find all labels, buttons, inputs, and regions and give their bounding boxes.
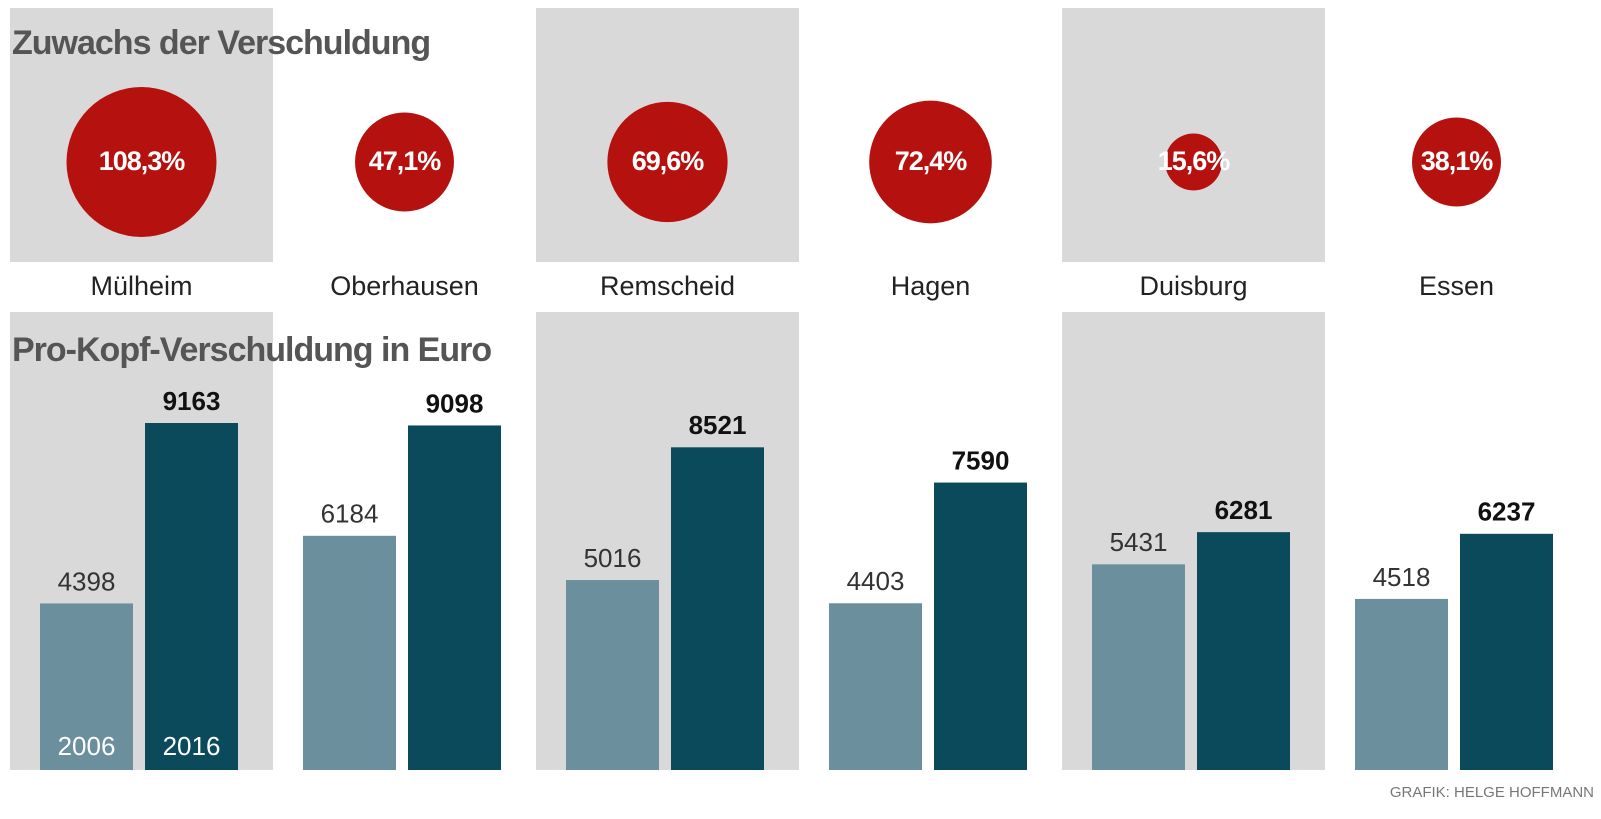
bar [934, 482, 1027, 770]
bar [566, 580, 659, 770]
bubble-label: 72,4% [895, 146, 968, 176]
category-label: Hagen [891, 271, 971, 301]
bubble-label: 69,6% [632, 146, 705, 176]
value-label: 6237 [1478, 497, 1536, 527]
value-label: 7590 [952, 445, 1010, 475]
category-label: Remscheid [600, 271, 735, 301]
bar [1460, 533, 1553, 770]
bubble [1412, 117, 1501, 207]
bubble [869, 100, 992, 224]
bar [408, 425, 501, 770]
bar [1355, 598, 1448, 770]
category-label: Mülheim [90, 271, 192, 301]
bubble [355, 112, 454, 212]
bubble-label: 108,3% [99, 146, 186, 176]
value-label: 8521 [689, 410, 747, 440]
chart-title: Zuwachs der Verschuldung [12, 24, 430, 62]
legend-label: 2006 [58, 731, 116, 761]
bar [1197, 532, 1290, 770]
bubble-label: 47,1% [369, 146, 442, 176]
bar [303, 535, 396, 770]
value-label: 4398 [58, 566, 116, 596]
bubble-label: 15,6% [1158, 146, 1231, 176]
chart-title: Pro-Kopf-Verschuldung in Euro [12, 331, 491, 369]
legend-label: 2016 [163, 731, 221, 761]
value-label: 5016 [584, 543, 642, 573]
bar [1092, 564, 1185, 770]
category-label: Oberhausen [330, 271, 479, 301]
value-label: 4518 [1373, 562, 1431, 592]
value-label: 6184 [321, 499, 379, 529]
bar [829, 603, 922, 770]
value-label: 4403 [847, 566, 905, 596]
bubble [607, 101, 728, 223]
bubble-label: 38,1% [1421, 146, 1494, 176]
bubble [1165, 133, 1222, 191]
value-label: 6281 [1215, 495, 1273, 525]
value-label: 9163 [163, 386, 221, 416]
credit: GRAFIK: HELGE HOFFMANN [1390, 784, 1594, 801]
value-label: 9098 [426, 388, 484, 418]
value-label: 5431 [1110, 527, 1168, 557]
bar [145, 423, 238, 770]
bubble [66, 87, 217, 237]
category-label: Essen [1419, 271, 1494, 301]
bar [671, 447, 764, 770]
category-label: Duisburg [1139, 271, 1247, 301]
bar [40, 603, 133, 770]
